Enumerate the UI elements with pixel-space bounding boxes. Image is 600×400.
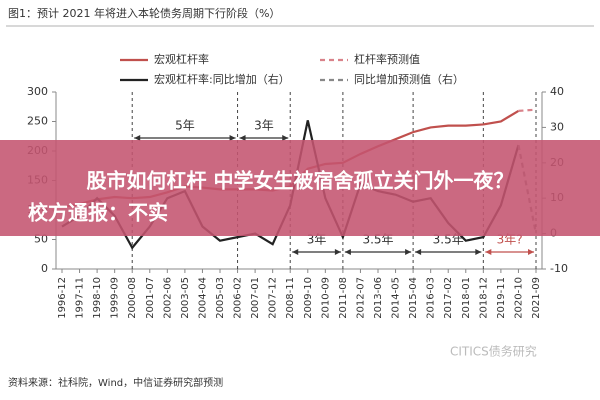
series-line xyxy=(518,108,537,112)
arrow-head xyxy=(292,249,341,255)
y2-tick-label: -10 xyxy=(550,262,568,275)
x-tick-label: 2014-05 xyxy=(391,277,402,319)
y2-tick-label: 40 xyxy=(550,85,564,98)
y-tick-label: 0 xyxy=(41,262,48,275)
x-tick-label: 2017-02 xyxy=(443,277,454,319)
source: 资料来源：社科院，Wind，中信证券研究部预测 xyxy=(8,376,223,389)
y2-tick-label: 30 xyxy=(550,120,564,133)
x-tick-label: 2007-12 xyxy=(268,277,279,319)
x-tick-label: 2016-03 xyxy=(426,277,437,319)
x-tick-label: 2009-10 xyxy=(303,277,314,319)
legend-label: 宏观杠杆率 xyxy=(154,52,209,66)
x-tick-label: 2018-12 xyxy=(478,277,489,319)
y-tick-label: 300 xyxy=(27,85,48,98)
arrow-head xyxy=(485,249,534,255)
x-tick-label: 2011-08 xyxy=(338,277,349,319)
overlay-line: 股市如何杠杆 中学女生被宿舍孤立关门外一夜？ xyxy=(87,169,514,193)
x-tick-label: 2021-09 xyxy=(531,277,542,319)
overlay-banner xyxy=(0,140,600,236)
x-tick-label: 2013-06 xyxy=(373,277,384,319)
annotation: 5年 xyxy=(175,119,195,133)
x-tick-label: 1998-10 xyxy=(92,277,103,319)
x-tick-label: 2007-01 xyxy=(250,277,261,319)
chart-title: 图1：预计 2021 年将进入本轮债务周期下行阶段（%） xyxy=(8,6,280,20)
x-tick-label: 2004-04 xyxy=(197,277,208,319)
annotation: 3年 xyxy=(254,119,274,133)
x-tick-label: 2005-03 xyxy=(215,277,226,319)
legend-label: 同比增加预测值（右） xyxy=(354,72,464,86)
x-tick-label: 2010-09 xyxy=(320,277,331,319)
x-tick-label: 2015-04 xyxy=(408,277,419,319)
x-tick-label: 2006-02 xyxy=(233,277,244,319)
x-tick-label: 2003-05 xyxy=(180,277,191,319)
x-tick-label: 2000-08 xyxy=(127,277,138,319)
x-tick-label: 2012-07 xyxy=(355,277,366,319)
x-tick-label: 2019-11 xyxy=(496,277,507,319)
legend-label: 杠杆率预测值 xyxy=(354,52,420,66)
overlay-line: 校方通报：不实 xyxy=(28,201,168,225)
x-tick-label: 2002-06 xyxy=(162,277,173,319)
x-tick-label: 1996-12 xyxy=(57,277,68,319)
x-tick-label: 2020-10 xyxy=(513,277,524,319)
x-tick-label: 2001-07 xyxy=(145,277,156,319)
x-tick-label: 1997-11 xyxy=(75,277,86,319)
watermark: CITICS债务研究 xyxy=(450,344,537,359)
x-tick-label: 2008-11 xyxy=(285,277,296,319)
y-tick-label: 250 xyxy=(27,115,48,128)
legend-label: 宏观杠杆率:同比增加（右） xyxy=(154,72,290,86)
x-tick-label: 2018-01 xyxy=(461,277,472,319)
x-tick-label: 1999-09 xyxy=(110,277,121,319)
